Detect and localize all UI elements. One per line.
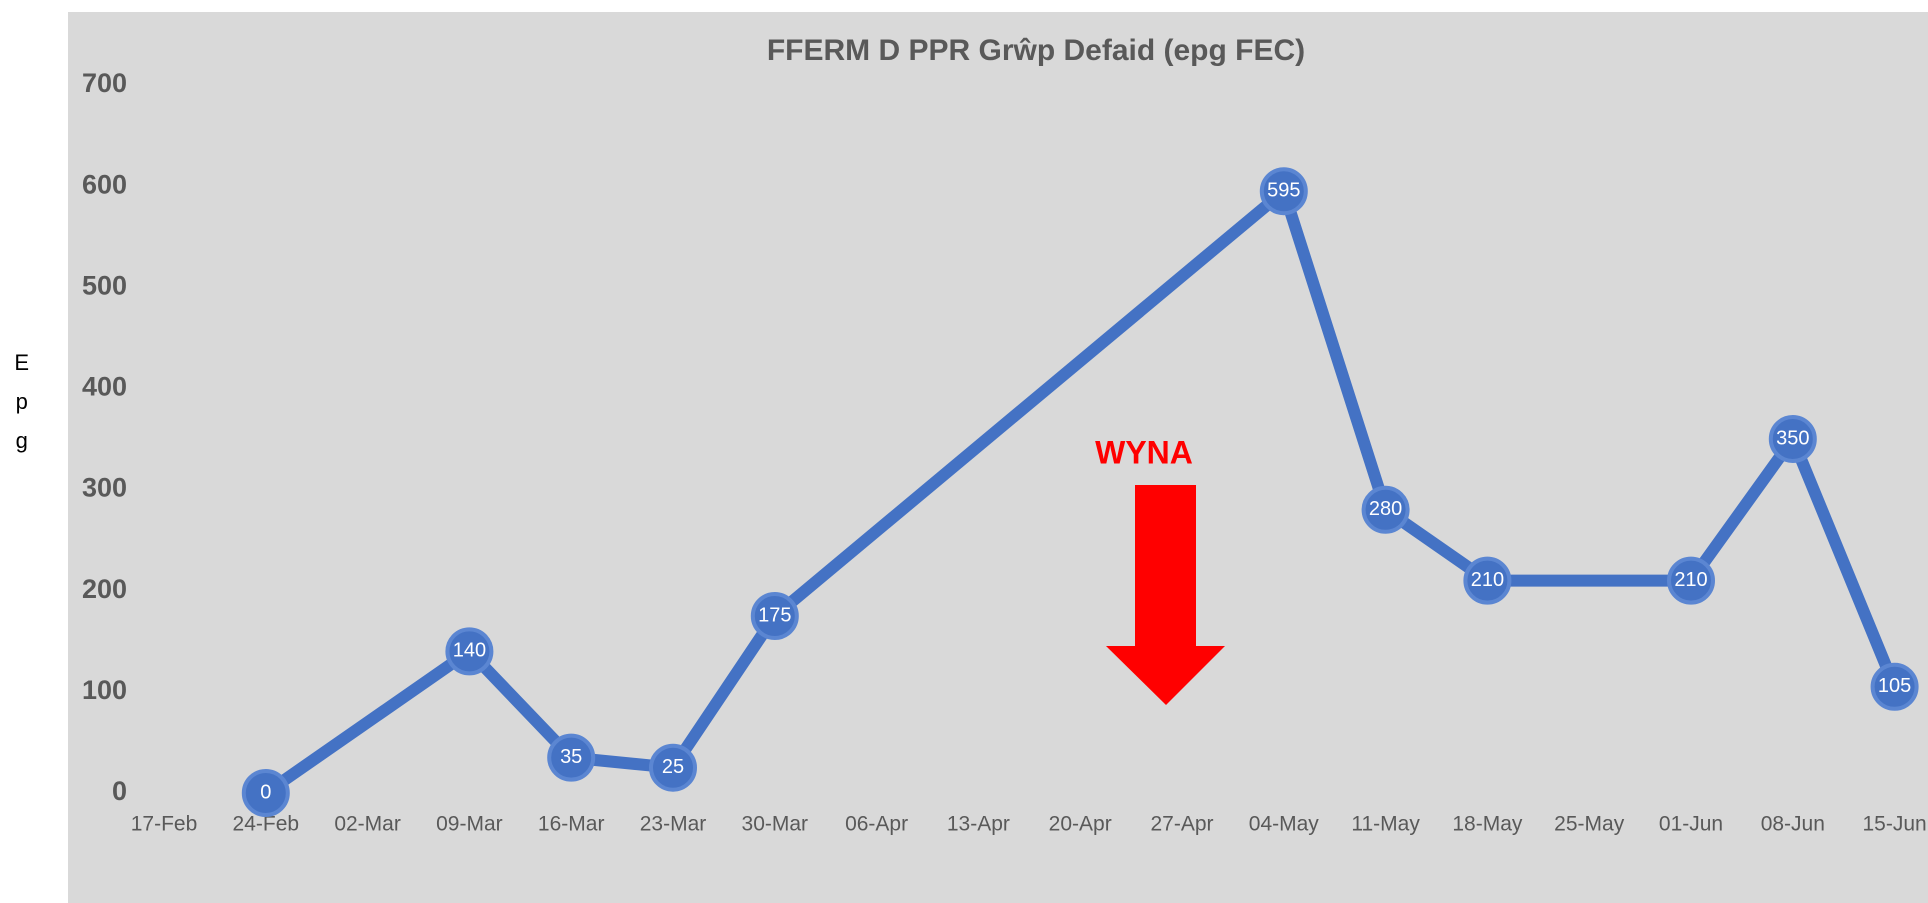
y-tick-label: 100 bbox=[82, 675, 127, 705]
marker bbox=[1259, 167, 1308, 216]
data-label: 140 bbox=[453, 640, 486, 662]
marker bbox=[241, 769, 290, 817]
y-tick-label: 200 bbox=[82, 574, 127, 604]
x-tick-label: 25-May bbox=[1554, 813, 1625, 836]
data-label: 105 bbox=[1878, 675, 1911, 697]
x-tick-label: 01-Jun bbox=[1659, 813, 1723, 836]
x-tick-label: 04-May bbox=[1249, 813, 1320, 836]
data-label: 175 bbox=[758, 604, 791, 626]
x-tick-label: 18-May bbox=[1452, 813, 1523, 836]
y-tick-label: 700 bbox=[82, 68, 127, 98]
data-label: 35 bbox=[560, 746, 582, 768]
marker bbox=[1361, 485, 1410, 534]
annotation-arrow bbox=[1106, 485, 1225, 705]
data-label: 350 bbox=[1776, 427, 1809, 449]
data-label: 595 bbox=[1267, 179, 1300, 201]
y-tick-label: 300 bbox=[82, 473, 127, 503]
chart-area bbox=[68, 12, 1928, 903]
x-tick-label: 30-Mar bbox=[742, 813, 809, 836]
x-tick-label: 27-Apr bbox=[1150, 813, 1213, 836]
data-label: 210 bbox=[1674, 569, 1707, 591]
chart-title: FFERM D PPR Grŵp Defaid (epg FEC) bbox=[767, 34, 1305, 67]
marker bbox=[649, 743, 697, 792]
marker bbox=[445, 627, 494, 676]
marker bbox=[1768, 415, 1817, 463]
x-tick-label: 11-May bbox=[1351, 813, 1420, 836]
arrow-shaft bbox=[1135, 485, 1196, 646]
x-tick-label: 15-Jun bbox=[1862, 813, 1926, 836]
marker bbox=[547, 733, 596, 782]
data-label: 25 bbox=[662, 756, 684, 778]
x-tick-label: 16-Mar bbox=[538, 813, 605, 836]
x-tick-label: 06-Apr bbox=[845, 813, 908, 836]
data-label: 280 bbox=[1369, 498, 1402, 520]
x-tick-label: 08-Jun bbox=[1761, 813, 1825, 836]
data-label: 0 bbox=[260, 781, 271, 803]
y-axis-label: Epg bbox=[9, 350, 34, 467]
annotation: WYNA bbox=[1095, 434, 1193, 470]
x-tick-label: 23-Mar bbox=[640, 813, 707, 836]
x-tick-label: 17-Feb bbox=[131, 813, 198, 836]
x-tick-label: 24-Feb bbox=[233, 813, 300, 836]
marker bbox=[1667, 556, 1715, 605]
x-tick-label: 13-Apr bbox=[947, 813, 1010, 836]
y-tick-label: 0 bbox=[112, 776, 127, 806]
marker bbox=[1463, 556, 1512, 605]
y-tick-label: 400 bbox=[82, 372, 127, 402]
x-tick-label: 09-Mar bbox=[436, 813, 503, 836]
marker bbox=[750, 592, 799, 640]
arrow-head bbox=[1106, 646, 1225, 705]
data-label: 210 bbox=[1471, 569, 1504, 591]
x-tick-label: 02-Mar bbox=[334, 813, 401, 836]
y-tick-label: 500 bbox=[82, 270, 127, 300]
x-tick-label: 20-Apr bbox=[1049, 813, 1112, 836]
marker bbox=[1870, 662, 1919, 711]
y-tick-label: 600 bbox=[82, 169, 127, 199]
